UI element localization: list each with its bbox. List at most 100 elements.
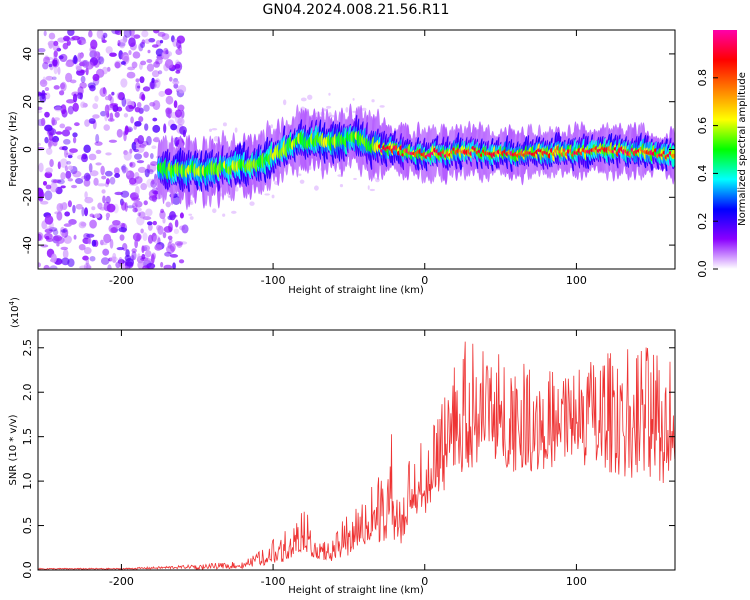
heat-cell xyxy=(64,126,72,131)
heat-cell xyxy=(211,128,218,131)
heat-cell xyxy=(142,265,150,269)
heat-cell xyxy=(85,61,94,70)
colorbar-tick-label: 0.4 xyxy=(696,165,709,183)
heat-cell xyxy=(352,97,355,101)
heat-cell xyxy=(88,118,96,124)
heat-cell xyxy=(136,215,145,226)
heat-cell xyxy=(64,148,68,158)
heat-cell xyxy=(159,210,166,220)
heat-cell xyxy=(174,109,182,118)
heat-cell xyxy=(45,75,54,81)
heat-cell xyxy=(128,128,132,132)
heat-cell xyxy=(298,173,302,176)
heat-cell xyxy=(146,221,153,226)
colorbar-ticks: 0.0 0.2 0.4 0.6 0.8 xyxy=(696,69,718,278)
heat-cell xyxy=(53,235,63,242)
heat-cell xyxy=(57,66,61,75)
heat-cell xyxy=(45,235,50,240)
heat-cell xyxy=(64,211,71,217)
heat-cell xyxy=(116,92,124,100)
heat-cell xyxy=(102,195,106,204)
heat-cell xyxy=(124,125,129,135)
heat-cell xyxy=(83,247,92,255)
heat-cell xyxy=(123,55,130,63)
heat-cell xyxy=(132,51,141,59)
heat-cell xyxy=(38,109,43,114)
colorbar-tick-label: 0.6 xyxy=(696,117,709,135)
heat-cell xyxy=(83,178,91,187)
snr-scale-label: (x104) xyxy=(8,297,21,328)
heat-cell xyxy=(121,166,129,173)
heat-cell xyxy=(136,85,141,89)
heat-cell xyxy=(134,239,139,249)
colorbar-tick-label: 0.2 xyxy=(696,212,709,230)
heat-cell xyxy=(175,48,183,55)
heat-cell xyxy=(45,147,53,155)
heat-cell xyxy=(147,234,154,244)
heat-cell xyxy=(145,208,153,217)
heat-cell xyxy=(48,63,53,68)
heat-cell xyxy=(160,208,165,214)
heat-cell xyxy=(55,186,63,195)
heat-cell xyxy=(271,194,275,199)
heat-cell xyxy=(165,201,171,208)
heat-cell xyxy=(94,141,103,146)
heat-cell xyxy=(147,49,151,54)
heat-cell xyxy=(61,257,70,266)
heat-cell xyxy=(264,193,270,196)
heat-cell xyxy=(329,114,335,118)
heat-cell xyxy=(88,153,97,161)
heat-cell xyxy=(82,255,89,261)
heat-cell xyxy=(79,265,89,269)
heat-cell xyxy=(78,243,86,251)
heat-cell xyxy=(136,101,142,109)
heat-cell xyxy=(66,160,72,165)
heat-cell xyxy=(94,95,99,102)
heat-cell xyxy=(188,213,193,216)
colorbar-tick-label: 0.8 xyxy=(696,69,709,87)
heat-cell xyxy=(142,216,152,221)
spectrogram-xtick-label: -200 xyxy=(109,274,134,287)
heat-cell xyxy=(173,83,179,89)
heat-cell xyxy=(84,191,88,199)
heat-cell xyxy=(234,127,238,133)
heat-cell xyxy=(154,244,163,251)
heat-cell xyxy=(69,79,77,84)
heat-cell xyxy=(141,253,146,260)
heat-cell xyxy=(112,252,117,261)
snr-ytick-label: 0.5 xyxy=(21,517,34,535)
heat-cell xyxy=(154,178,159,184)
heat-cell xyxy=(125,258,135,267)
heat-cell xyxy=(128,50,132,55)
heat-cell xyxy=(146,63,155,72)
heat-cell xyxy=(173,228,180,235)
heat-cell xyxy=(103,233,112,244)
heat-cell xyxy=(51,253,57,263)
heat-cell xyxy=(72,136,77,144)
heat-cell xyxy=(150,161,158,166)
heat-cell xyxy=(172,80,180,85)
heat-cell xyxy=(270,124,274,129)
heat-cell xyxy=(144,250,152,258)
heat-cell xyxy=(162,217,166,224)
heat-cell xyxy=(100,257,110,265)
heat-cell xyxy=(104,95,110,101)
heat-cell xyxy=(90,39,98,50)
heat-cell xyxy=(116,246,125,251)
heat-cell xyxy=(150,80,155,90)
heat-cell xyxy=(105,212,111,219)
heat-cell xyxy=(140,60,147,66)
heat-cell xyxy=(45,167,53,174)
heat-cell xyxy=(61,109,68,118)
heat-cell xyxy=(160,261,164,268)
heat-cell xyxy=(353,177,357,181)
heat-cell xyxy=(172,262,176,269)
heat-cell xyxy=(73,234,77,240)
heat-cell xyxy=(67,105,74,115)
heat-cell xyxy=(156,57,163,65)
heat-cell xyxy=(83,172,91,182)
heat-cell xyxy=(49,265,58,269)
heat-cell xyxy=(59,123,66,129)
heat-cell xyxy=(158,90,166,97)
heat-cell xyxy=(43,56,51,65)
